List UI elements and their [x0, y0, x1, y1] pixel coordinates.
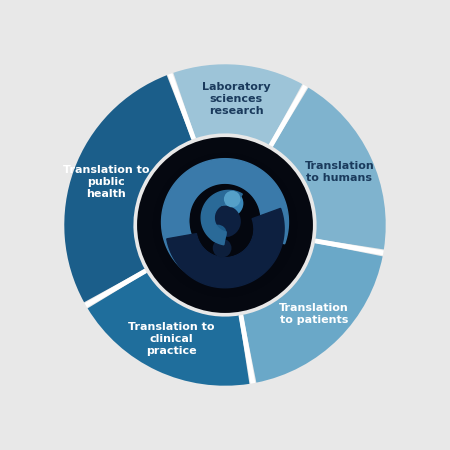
Circle shape: [209, 206, 241, 237]
Circle shape: [209, 225, 227, 243]
Polygon shape: [198, 229, 252, 256]
Polygon shape: [190, 184, 260, 246]
Circle shape: [217, 190, 243, 217]
Wedge shape: [88, 273, 249, 386]
Text: Translation to
public
health: Translation to public health: [63, 165, 150, 199]
Wedge shape: [243, 243, 382, 382]
Text: Laboratory
sciences
research: Laboratory sciences research: [202, 82, 270, 116]
Text: Translation
to humans: Translation to humans: [305, 161, 374, 183]
Text: Translation
to patients: Translation to patients: [279, 303, 349, 325]
Circle shape: [213, 238, 231, 257]
Circle shape: [224, 191, 240, 207]
Wedge shape: [273, 88, 386, 249]
Polygon shape: [167, 208, 284, 288]
Wedge shape: [173, 64, 302, 145]
Text: Translation to
clinical
practice: Translation to clinical practice: [128, 322, 215, 356]
Circle shape: [137, 137, 313, 313]
Polygon shape: [201, 190, 242, 245]
Circle shape: [153, 153, 297, 297]
Polygon shape: [162, 159, 288, 271]
Wedge shape: [64, 75, 192, 302]
